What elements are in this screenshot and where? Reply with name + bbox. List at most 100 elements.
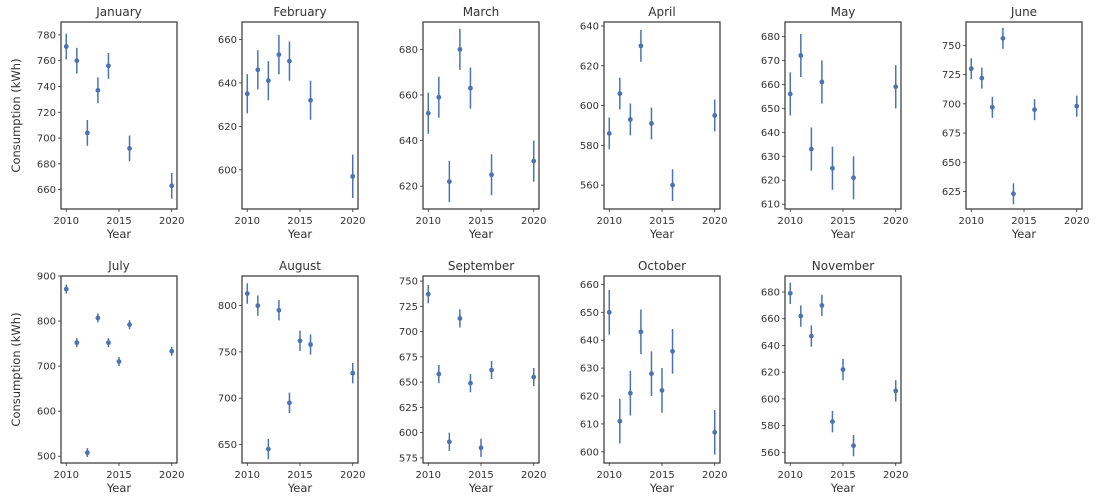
y-tick-label: 660 [761,80,780,91]
y-axis-label: Consumption (kWh) [9,58,23,172]
data-point [265,78,271,84]
y-tick-label: 680 [761,288,780,299]
data-point [276,52,282,58]
data-point [1032,107,1037,113]
panel-november: November 2010 2015 2020 560 580 600 620 640 660 68… [761,259,909,495]
y-tick-label: 610 [580,419,599,430]
y-tick-label: 760 [37,56,56,67]
x-axis-label: Year [287,227,313,241]
y-tick-label: 750 [942,41,961,52]
panel-title: June [1010,5,1037,19]
data-point [244,91,250,97]
x-tick-label: 2020 [159,470,184,481]
x-tick-label: 2010 [54,216,79,227]
data-point [531,158,537,164]
panel-september: September 2010 2015 2020 575 600 625 650 675 700 7… [399,259,547,495]
panel-title: January [95,5,142,19]
data-point [95,315,101,321]
x-axis-label: Year [649,227,675,241]
data-point [436,94,442,100]
data-point [308,342,313,347]
y-tick-label: 600 [37,407,56,418]
y-tick-label: 700 [399,327,418,338]
y-tick-label: 700 [37,362,56,373]
y-tick-label: 600 [218,165,237,176]
x-tick-label: 2020 [883,216,908,227]
x-axis-label: Year [106,481,132,495]
y-tick-label: 660 [399,90,418,101]
panel-july: July 2010 2015 2020 500 600 700 800 900 Year Consu… [9,259,184,495]
y-tick-label: 560 [580,181,599,192]
data-point [84,130,90,136]
y-tick-label: 700 [942,99,961,110]
plot-frame [422,275,540,464]
y-tick-label: 660 [580,280,599,291]
y-tick-label: 620 [580,392,599,403]
y-tick-label: 700 [37,134,56,145]
x-tick-label: 2015 [830,470,855,481]
y-tick-label: 750 [399,277,418,288]
y-tick-label: 680 [37,159,56,170]
data-point [851,443,856,449]
x-tick-label: 2020 [521,216,546,227]
x-tick-label: 2020 [340,216,365,227]
y-tick-label: 725 [399,302,418,313]
x-tick-label: 2015 [468,470,493,481]
data-point [989,104,995,110]
y-tick-label: 800 [37,317,56,328]
data-point [127,322,132,328]
x-tick-label: 2015 [649,470,674,481]
data-point [649,121,654,126]
x-axis-label: Year [830,481,856,495]
y-tick-label: 740 [37,82,56,93]
data-point [446,179,452,185]
y-tick-label: 600 [580,101,599,112]
data-point [819,302,825,308]
y-tick-label: 640 [580,336,599,347]
plot-frame [965,21,1083,210]
x-tick-label: 2015 [468,216,493,227]
y-tick-label: 600 [399,428,418,439]
y-tick-label: 660 [37,185,56,196]
y-tick-label: 600 [761,394,780,405]
data-point [457,46,463,52]
data-point [808,333,814,339]
data-point [489,172,494,178]
x-tick-label: 2015 [830,216,855,227]
y-tick-label: 625 [942,187,961,198]
panel-title: November [812,259,874,273]
y-tick-label: 630 [580,364,599,375]
y-tick-label: 650 [399,378,418,389]
data-point [127,145,132,151]
data-point [436,371,442,377]
y-tick-label: 650 [580,308,599,319]
x-tick-label: 2020 [521,470,546,481]
panel-april: April 2010 2015 2020 560 580 600 620 640 Year [580,5,728,241]
x-tick-label: 2010 [235,470,260,481]
y-tick-label: 675 [942,129,961,140]
data-point [287,400,292,406]
data-point [798,53,804,58]
x-axis-label: Year [287,481,313,495]
panel-august: August 2010 2015 2020 650 700 750 800 Year [218,259,366,495]
x-axis-label: Year [830,227,856,241]
data-point [255,67,261,73]
data-point [265,446,271,452]
data-point [95,87,101,93]
data-point [670,182,675,188]
data-point [74,340,80,346]
y-tick-label: 680 [399,45,418,56]
y-tick-label: 720 [37,108,56,119]
y-tick-label: 660 [761,314,780,325]
data-point [649,371,654,377]
x-tick-label: 2010 [235,216,260,227]
x-tick-label: 2010 [959,216,984,227]
panel-june: June 2010 2015 2020 625 650 675 700 725 750 Year [942,5,1090,241]
panel-title: May [831,5,856,19]
data-point [798,313,804,319]
data-point [712,113,718,118]
x-tick-label: 2020 [702,470,727,481]
y-tick-label: 560 [761,448,780,459]
plot-frame [60,21,178,210]
data-point [638,329,644,335]
